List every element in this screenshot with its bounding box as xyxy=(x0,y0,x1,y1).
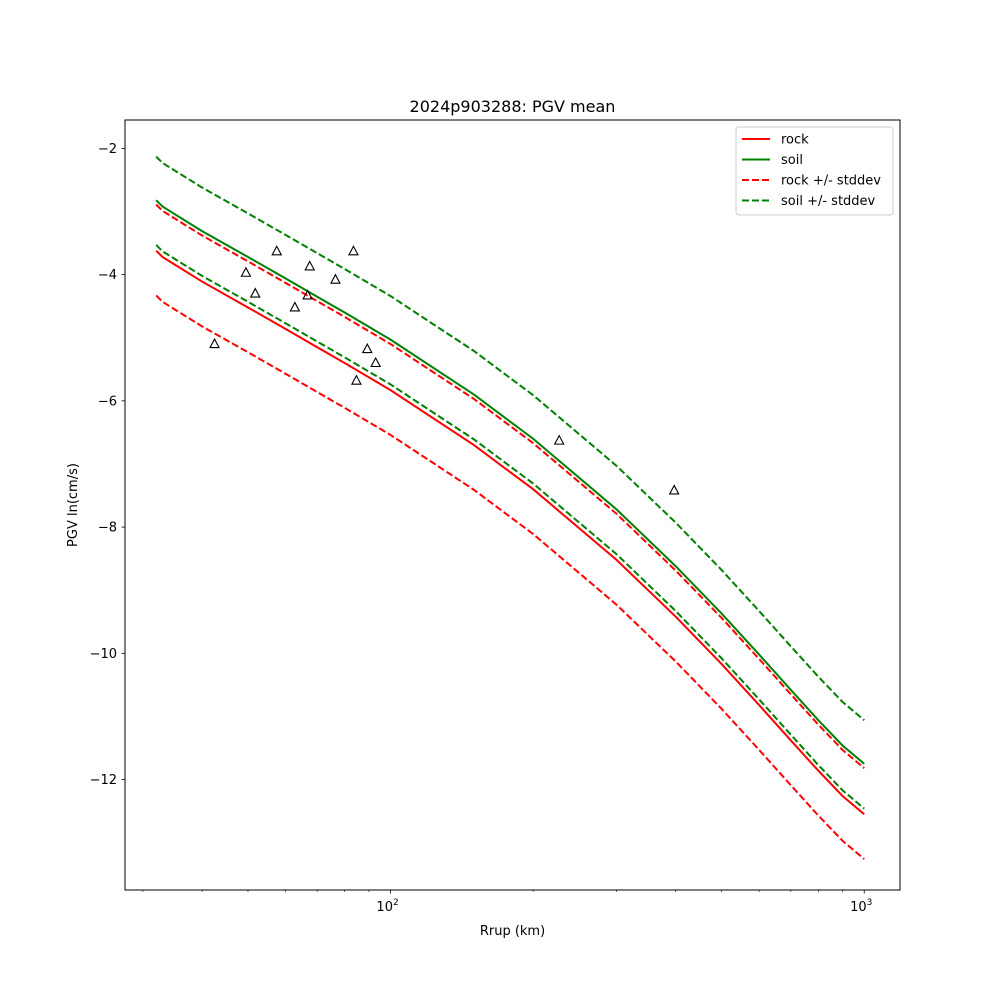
x-tick-label-0: 102 xyxy=(376,898,398,915)
observation-marker-6 xyxy=(304,260,316,271)
y-tick-label-3: −8 xyxy=(98,521,117,536)
legend: rock soil rock +/- stddev soil +/- stddev xyxy=(735,126,894,216)
x-tick-exponent: 2 xyxy=(393,898,399,908)
y-axis-label: PGV ln(cm/s) xyxy=(66,463,81,547)
legend-label-3: soil +/- stddev xyxy=(781,194,876,209)
legend-label-0: rock xyxy=(781,133,809,148)
observation-marker-4 xyxy=(289,301,301,312)
plot-area xyxy=(125,120,900,890)
observation-marker-12 xyxy=(553,434,565,445)
observation-marker-1 xyxy=(240,266,252,277)
observation-marker-10 xyxy=(361,342,373,354)
series-line-1 xyxy=(155,199,865,765)
legend-label-2: rock +/- stddev xyxy=(781,174,881,189)
plot-frame xyxy=(124,119,901,891)
legend-box xyxy=(735,126,894,216)
series-layer xyxy=(155,155,865,860)
y-tick-label-4: −10 xyxy=(90,647,117,662)
observation-marker-11 xyxy=(370,356,382,368)
x-tick-exponent: 3 xyxy=(867,898,873,908)
chart-title: 2024p903288: PGV mean xyxy=(410,97,616,116)
observation-marker-3 xyxy=(271,245,283,256)
x-tick-base: 10 xyxy=(376,900,393,915)
observation-points xyxy=(209,245,680,495)
observation-marker-5 xyxy=(302,289,313,300)
observation-marker-8 xyxy=(348,245,359,256)
y-tick-label-2: −6 xyxy=(98,394,117,409)
y-tick-label-1: −4 xyxy=(98,268,117,283)
y-tick-label-0: −2 xyxy=(98,142,117,157)
x-axis: 102 103 xyxy=(142,890,872,915)
x-axis-label: Rrup (km) xyxy=(480,924,545,939)
observation-marker-0 xyxy=(209,337,220,349)
y-axis: −2 −4 −6 −8 −10 −12 xyxy=(90,142,125,788)
series-line-4 xyxy=(155,155,865,721)
series-line-5 xyxy=(155,244,865,810)
y-tick-label-5: −12 xyxy=(90,773,117,788)
observation-marker-13 xyxy=(668,484,680,495)
observation-marker-2 xyxy=(249,287,261,298)
observation-marker-7 xyxy=(330,273,341,284)
series-line-0 xyxy=(155,249,865,816)
legend-label-1: soil xyxy=(781,153,803,168)
x-tick-label-1: 103 xyxy=(850,898,872,915)
series-line-2 xyxy=(155,203,865,769)
x-tick-base: 10 xyxy=(850,900,867,915)
observation-marker-9 xyxy=(350,374,362,385)
series-line-3 xyxy=(155,294,865,860)
